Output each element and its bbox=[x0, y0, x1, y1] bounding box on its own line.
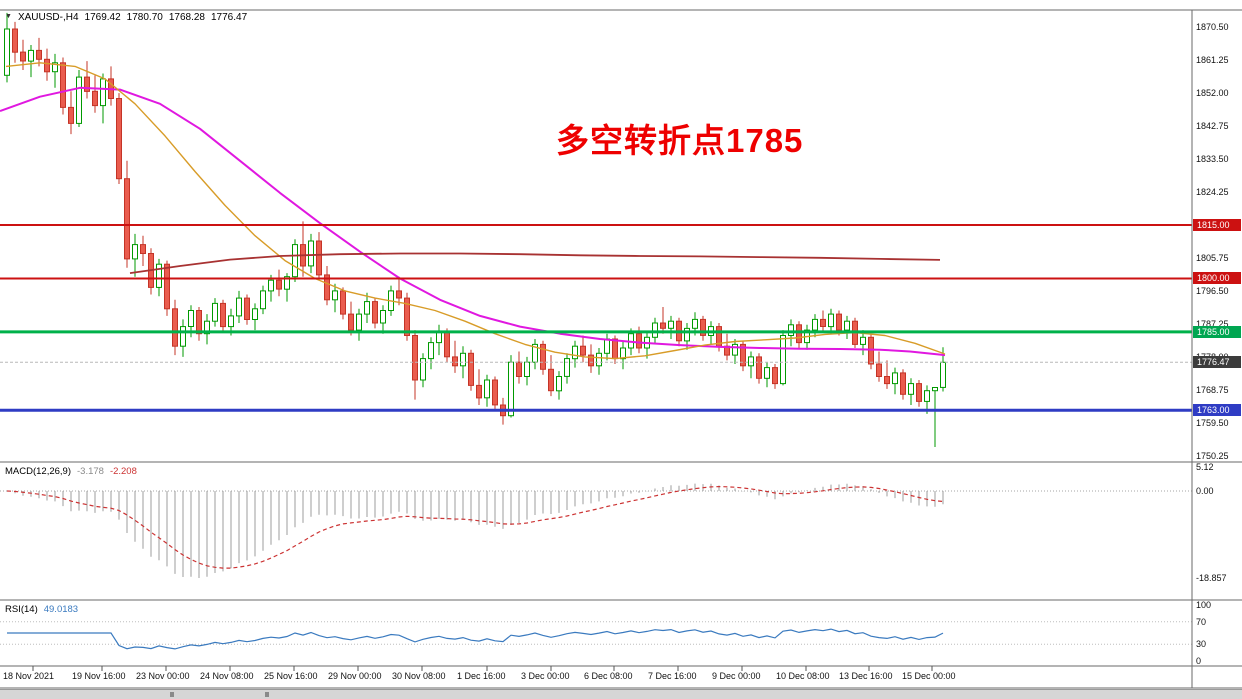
price-axis-label: 1870.50 bbox=[1196, 22, 1229, 33]
ma-mid-orange bbox=[5, 62, 946, 360]
price-axis-label: 1861.25 bbox=[1196, 55, 1229, 66]
price-line-badge-1815.00: 1815.00 bbox=[1193, 219, 1241, 231]
time-axis-label: 15 Dec 00:00 bbox=[902, 671, 956, 681]
time-axis-label: 30 Nov 08:00 bbox=[392, 671, 446, 681]
macd-histogram bbox=[14, 483, 944, 578]
rsi-name: RSI(14) bbox=[5, 604, 38, 615]
macd-main-value: -3.178 bbox=[77, 466, 104, 477]
price-axis-label: 1796.50 bbox=[1196, 285, 1229, 296]
time-axis-label: 3 Dec 00:00 bbox=[521, 671, 570, 681]
rsi-scale-30: 30 bbox=[1196, 639, 1207, 649]
time-axis-label: 6 Dec 08:00 bbox=[584, 671, 633, 681]
rsi-scale-100: 100 bbox=[1196, 600, 1212, 610]
macd-indicator-label: MACD(12,26,9) -3.178 -2.208 bbox=[5, 466, 137, 477]
time-axis-label: 18 Nov 2021 bbox=[3, 671, 55, 681]
current-price-badge: 1776.47 bbox=[1193, 356, 1241, 369]
rsi-value: 49.0183 bbox=[43, 604, 79, 615]
time-axis-label: 13 Dec 16:00 bbox=[839, 671, 893, 681]
ohlc-low: 1768.28 bbox=[168, 12, 205, 23]
rsi-scale-70: 70 bbox=[1196, 617, 1207, 627]
price-axis-label: 1842.75 bbox=[1196, 121, 1229, 132]
ohlc-open: 1769.42 bbox=[84, 12, 121, 23]
macd-signal-value: -2.208 bbox=[109, 466, 137, 477]
price-axis-label: 1852.00 bbox=[1196, 88, 1229, 99]
price-axis-label: 1805.75 bbox=[1196, 252, 1229, 263]
collapse-triangle-icon[interactable]: ▼ bbox=[5, 13, 12, 20]
price-axis-label: 1824.25 bbox=[1196, 187, 1229, 198]
annotation-text[interactable]: 多空转折点1785 bbox=[556, 122, 804, 159]
strip-mark bbox=[265, 692, 269, 697]
rsi-scale-0: 0 bbox=[1196, 656, 1202, 666]
time-axis-label: 7 Dec 16:00 bbox=[648, 671, 697, 681]
macd-scale-zero: 0.00 bbox=[1196, 486, 1214, 496]
ma-slow-magenta bbox=[0, 86, 946, 357]
price-axis-label: 1787.25 bbox=[1196, 318, 1229, 329]
price-axis-label: 1833.50 bbox=[1196, 154, 1229, 165]
symbol-timeframe-label: XAUUSD-,H4 bbox=[17, 12, 79, 23]
time-axis-label: 19 Nov 16:00 bbox=[72, 671, 126, 681]
time-axis-label: 29 Nov 00:00 bbox=[328, 671, 382, 681]
ma-flat-darkred bbox=[129, 252, 941, 274]
price-axis-label: 1759.50 bbox=[1196, 417, 1229, 428]
time-axis-label: 1 Dec 16:00 bbox=[457, 671, 506, 681]
price-line-badge-1785.00: 1785.00 bbox=[1193, 325, 1241, 338]
time-axis-label: 23 Nov 00:00 bbox=[136, 671, 190, 681]
price-axis-label: 1750.25 bbox=[1196, 450, 1229, 461]
candles-layer bbox=[4, 12, 946, 447]
rsi-indicator-label: RSI(14) 49.0183 bbox=[5, 604, 78, 615]
rsi-line bbox=[7, 628, 944, 650]
strip-mark bbox=[170, 692, 174, 697]
price-line-badge-1800.00: 1800.00 bbox=[1193, 272, 1241, 285]
time-axis-label: 24 Nov 08:00 bbox=[200, 671, 254, 681]
time-axis-label: 10 Dec 08:00 bbox=[776, 671, 830, 681]
macd-scale-min: -18.857 bbox=[1196, 573, 1227, 583]
macd-name: MACD(12,26,9) bbox=[5, 466, 71, 477]
time-axis-label: 9 Dec 00:00 bbox=[712, 671, 761, 681]
price-line-badge-1763.00: 1763.00 bbox=[1193, 404, 1241, 417]
ohlc-high: 1780.70 bbox=[126, 12, 163, 23]
macd-signal-line bbox=[6, 485, 944, 569]
chart-symbol-ohlc: ▼ XAUUSD-,H4 1769.42 1780.70 1768.28 177… bbox=[5, 12, 247, 23]
time-axis-label: 25 Nov 16:00 bbox=[264, 671, 318, 681]
macd-scale-max: 5.12 bbox=[1196, 462, 1214, 472]
price-axis-label: 1768.75 bbox=[1196, 384, 1229, 395]
window-bottom-strip bbox=[0, 689, 1242, 699]
ohlc-close: 1776.47 bbox=[210, 12, 248, 23]
